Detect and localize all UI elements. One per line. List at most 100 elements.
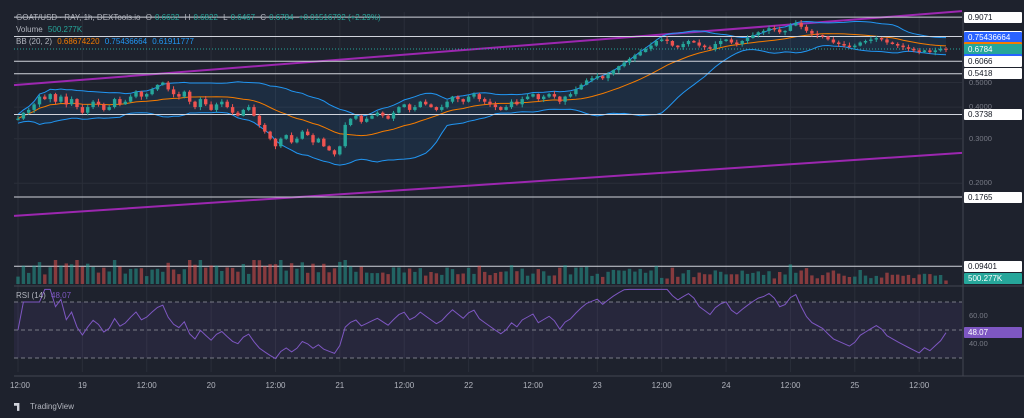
candle-body — [177, 94, 181, 97]
candle-body — [391, 112, 396, 119]
volume-bar — [171, 269, 176, 284]
candle-body — [735, 42, 739, 44]
candle-body — [134, 91, 138, 97]
symbol-title[interactable]: GOAT/USD · RAY, 1h, DEXTools.io — [16, 13, 141, 22]
legend-bb-row[interactable]: BB (20, 2) 0.68674220 0.75436664 0.61911… — [16, 37, 197, 46]
candle-body — [102, 104, 106, 110]
volume-bar — [16, 276, 20, 284]
volume-bar — [440, 274, 444, 284]
legend-rsi-row[interactable]: RSI (14) 48.07 — [16, 291, 74, 300]
candle-body — [123, 101, 127, 105]
candle-body — [933, 50, 937, 53]
candle-body — [563, 96, 567, 102]
candle-body — [424, 101, 428, 105]
volume-bar — [418, 268, 422, 284]
time-axis-tick: 22 — [464, 381, 474, 390]
price-label: 0.5418 — [964, 68, 1022, 80]
price-axis-tick: 0.5000 — [969, 77, 992, 87]
footer-brand[interactable]: TradingView — [14, 402, 74, 411]
candle-body — [263, 124, 267, 132]
volume-bar — [525, 275, 530, 284]
volume-bar — [863, 275, 868, 284]
volume-bar — [359, 266, 363, 284]
candle-body — [804, 26, 809, 31]
volume-bar — [938, 275, 943, 284]
candle-body — [574, 89, 578, 95]
candle-body — [273, 138, 278, 147]
volume-bar — [724, 274, 728, 284]
volume-bar — [311, 263, 315, 284]
volume-bar — [901, 275, 905, 284]
candle-body — [922, 50, 927, 53]
chart-canvas[interactable] — [6, 6, 1024, 418]
volume-bar — [43, 274, 47, 284]
candle-body — [359, 115, 363, 122]
volume-bar — [783, 274, 787, 284]
candle-body — [332, 150, 337, 155]
high-label: H — [184, 13, 191, 22]
candle-body — [64, 96, 68, 105]
volume-bar — [504, 271, 508, 284]
candle-body — [118, 99, 122, 105]
candle-body — [842, 44, 846, 46]
volume-bar — [660, 277, 664, 284]
candle-body — [649, 45, 653, 49]
price-axis-tick: 0.4000 — [969, 102, 992, 112]
candle-body — [75, 99, 79, 107]
time-axis-tick: 12:00 — [265, 381, 286, 390]
candle-body — [456, 96, 460, 100]
volume-bar — [123, 273, 127, 284]
volume-bar — [509, 265, 514, 284]
candle-body — [826, 36, 830, 40]
bb-basis-line — [17, 33, 947, 137]
volume-bar — [702, 274, 707, 284]
volume-bar — [407, 268, 412, 284]
time-axis-tick: 21 — [335, 381, 345, 390]
volume-badge: 500.277K — [964, 273, 1022, 284]
candle-body — [171, 89, 176, 95]
channel-lower-line — [13, 151, 963, 217]
tradingview-logo-icon — [14, 402, 20, 411]
open-label: O — [145, 13, 152, 22]
volume-bar — [826, 272, 830, 284]
volume-bar — [692, 277, 696, 284]
candle-body — [16, 118, 20, 120]
volume-bar — [794, 272, 798, 284]
volume-bar — [595, 273, 599, 284]
candle-body — [53, 94, 58, 102]
volume-bar — [590, 275, 594, 284]
candle-body — [69, 99, 74, 105]
candle-body — [316, 138, 321, 143]
candle-body — [354, 115, 358, 119]
volume-bar — [874, 275, 878, 284]
candle-body — [407, 104, 412, 110]
time-axis-tick: 12:00 — [9, 381, 31, 390]
volume-bar — [391, 267, 396, 284]
candle-body — [322, 138, 326, 147]
volume-bar — [354, 271, 358, 284]
candle-body — [863, 41, 868, 43]
legend-symbol-row: GOAT/USD · RAY, 1h, DEXTools.io O 0.6632 … — [16, 13, 384, 22]
price-axis-tick: 0.2000 — [969, 178, 992, 188]
volume-bar — [493, 273, 498, 284]
rising-channel — [13, 10, 963, 217]
candle-body — [461, 99, 465, 102]
volume-bar — [75, 260, 79, 284]
price-label: 0.75436664 — [964, 31, 1022, 43]
volume-bar — [424, 275, 428, 284]
candle-body — [767, 28, 771, 31]
volume-bar — [220, 271, 224, 284]
volume-bar — [676, 276, 680, 284]
volume-bar — [735, 274, 739, 284]
candle-body — [161, 82, 165, 85]
volume-bar — [263, 266, 267, 284]
candle-body — [241, 109, 245, 116]
volume-bar — [166, 262, 170, 284]
candle-body — [858, 42, 862, 46]
bb-lower-value: 0.61911777 — [152, 37, 194, 46]
candle-body — [890, 42, 895, 44]
volume-bar — [729, 274, 734, 284]
candle-body — [627, 58, 632, 63]
legend-volume-row[interactable]: Volume 500.277K — [16, 25, 85, 34]
